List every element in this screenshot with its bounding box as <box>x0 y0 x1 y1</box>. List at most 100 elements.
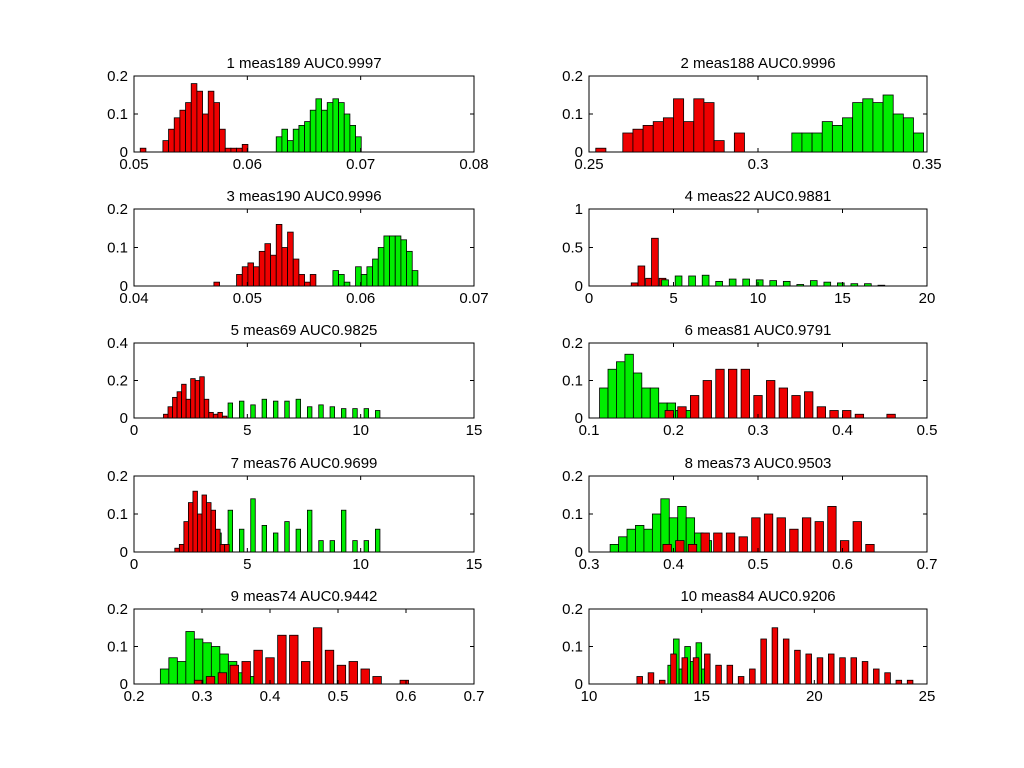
y-tick-label: 0.2 <box>562 68 583 85</box>
bar <box>284 400 290 419</box>
bar <box>326 102 334 153</box>
subplot-2: 0.25 0.3 0.35 0 0.1 0.2 2 meas188 AUC0.9996 <box>562 55 941 173</box>
y-tick-label: 0.2 <box>562 601 583 618</box>
subplot-title: 9 meas74 AUC0.9442 <box>231 588 378 605</box>
y-tick-label: 0.2 <box>107 601 128 618</box>
bar <box>377 247 385 287</box>
bar <box>664 410 674 419</box>
bar <box>688 275 696 287</box>
bar <box>704 653 711 685</box>
x-tick-label: 0.5 <box>917 422 938 439</box>
bar <box>261 525 268 553</box>
x-tick-label: 0.4 <box>663 556 684 573</box>
x-tick-label: 0.5 <box>748 556 769 573</box>
bar <box>877 284 886 287</box>
bar <box>318 404 324 419</box>
bar <box>236 274 243 287</box>
bar <box>677 406 687 419</box>
bar <box>167 406 173 419</box>
bar <box>221 415 228 419</box>
bar <box>873 668 880 685</box>
x-tick-label: 0.07 <box>346 156 375 173</box>
bar <box>854 413 865 419</box>
bar <box>210 509 216 553</box>
bar <box>728 368 738 419</box>
series-red <box>664 368 896 419</box>
bar <box>791 395 801 419</box>
bar <box>763 513 774 553</box>
bar <box>831 125 843 153</box>
y-tick-label: 0.1 <box>562 373 583 390</box>
x-tick-label: 0.3 <box>192 688 213 705</box>
bar <box>769 280 777 287</box>
subplot-1: 0.05 0.06 0.07 0.08 0 0.1 0.2 1 meas189 AUC0.99… <box>107 55 488 173</box>
bar <box>287 231 294 287</box>
bar <box>374 528 381 553</box>
bar <box>755 279 764 287</box>
bar <box>632 128 644 153</box>
bar <box>383 235 390 287</box>
bar <box>272 532 279 553</box>
bar <box>751 517 761 553</box>
bar <box>791 132 803 153</box>
bar <box>185 398 192 419</box>
bar <box>670 653 677 685</box>
bar <box>406 250 413 287</box>
bar <box>842 117 854 153</box>
bar <box>264 243 271 287</box>
bar <box>336 664 347 685</box>
series-green <box>332 235 419 287</box>
bar <box>224 544 230 553</box>
bar <box>318 540 324 553</box>
bar <box>162 140 169 153</box>
bar <box>183 521 189 553</box>
bar <box>864 283 872 287</box>
bar <box>861 661 869 685</box>
y-tick-label: 0 <box>120 410 128 427</box>
bar <box>304 281 311 287</box>
bar <box>193 638 204 685</box>
bar <box>771 627 779 685</box>
bar <box>814 521 824 553</box>
bar <box>306 406 313 419</box>
bar <box>332 98 339 153</box>
series-green <box>275 98 362 153</box>
bar <box>190 378 196 419</box>
bar <box>635 525 645 553</box>
y-tick-label: 0.4 <box>107 335 128 352</box>
bar <box>652 121 664 153</box>
bar <box>196 90 203 153</box>
bar <box>360 274 368 287</box>
bar <box>306 509 313 553</box>
series-red <box>174 490 230 553</box>
bar <box>862 98 874 153</box>
bar <box>389 235 396 287</box>
y-tick-label: 0 <box>120 544 128 561</box>
bar <box>212 413 219 419</box>
bar <box>208 411 214 419</box>
bar <box>662 117 674 153</box>
x-tick-label: 0.5 <box>328 688 349 705</box>
bar <box>865 544 875 553</box>
subplot-4: 0 5 10 15 20 0 0.5 1 4 meas22 AUC0.9881 <box>562 188 935 307</box>
bar <box>622 132 634 153</box>
bar <box>782 638 790 685</box>
bar <box>253 266 260 287</box>
bar <box>827 505 837 553</box>
bar <box>801 517 812 553</box>
subplot-title: 4 meas22 AUC0.9881 <box>685 188 832 205</box>
y-tick-label: 0.2 <box>107 201 128 218</box>
bar <box>837 282 845 287</box>
bar <box>238 528 245 553</box>
bar <box>828 653 835 685</box>
bar <box>352 540 358 553</box>
bar <box>203 398 210 419</box>
bar <box>298 274 305 287</box>
bar <box>725 532 736 553</box>
bar <box>766 380 776 419</box>
bar <box>227 402 233 419</box>
bar <box>609 544 619 553</box>
bar <box>168 657 178 685</box>
subplot-title: 7 meas76 AUC0.9699 <box>231 455 378 472</box>
bar <box>315 98 322 153</box>
